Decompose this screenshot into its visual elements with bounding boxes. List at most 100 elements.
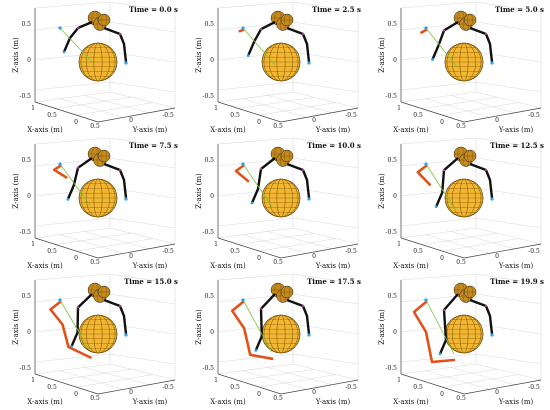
x-axis-line — [217, 101, 282, 123]
y-tick-label: 0.5 — [456, 259, 466, 266]
end-effector-left — [434, 205, 438, 208]
grid-line — [242, 98, 307, 118]
grid-line — [217, 217, 294, 227]
y-axis-label: Y-axis (m) — [498, 126, 534, 134]
target-sphere — [78, 178, 118, 218]
panel-3: 0.5 0 -0.5 1 0.5 0 0.5 0 -0.5 Z-axis (m) X-axis (m… — [366, 0, 549, 136]
z-axis-label: Z-axis (m) — [378, 309, 386, 345]
z-axis-label: Z-axis (m) — [378, 173, 386, 209]
grid-line — [55, 233, 132, 245]
y-tick-label: -0.5 — [528, 112, 540, 119]
grid-line — [425, 370, 490, 390]
end-effector-left — [62, 50, 66, 54]
grid-line — [238, 233, 315, 245]
left-arm-links — [254, 293, 276, 351]
grid-line — [109, 157, 176, 169]
tether-line — [425, 299, 455, 355]
x-tick-label: 1 — [31, 241, 35, 248]
x-tick-label: 0 — [440, 255, 444, 262]
joint-left — [443, 169, 445, 172]
left-arm-links — [70, 293, 93, 347]
grid-line — [109, 91, 176, 109]
start-point — [424, 162, 428, 166]
x-axis-line — [217, 373, 282, 395]
grid-line — [425, 98, 490, 118]
z-axis-label: Z-axis (m) — [12, 173, 20, 209]
grid-line — [34, 227, 111, 239]
joint-right — [485, 305, 487, 307]
panel-5: 0.5 0 -0.5 1 0.5 0 0.5 0 -0.5 Z-axis (m) X-axis (m… — [183, 136, 366, 272]
manipulator-left — [66, 157, 93, 201]
grid-line — [34, 137, 111, 145]
grid-line — [475, 217, 542, 229]
right-arm-links — [103, 162, 128, 199]
manipulator-right — [103, 26, 128, 65]
grid-line — [292, 51, 359, 63]
grid-line — [34, 217, 111, 227]
y-tick-label: 0 — [495, 389, 499, 396]
x-tick-label: 0.5 — [47, 112, 57, 119]
x-axis-label: X-axis (m) — [27, 262, 63, 270]
grid-line — [238, 97, 315, 109]
left-arm-links — [66, 157, 93, 200]
z-tick-label: -0.5 — [202, 365, 214, 372]
grid-line — [267, 231, 332, 250]
y-tick-label: 0.5 — [273, 395, 283, 402]
grid-line — [109, 1, 176, 13]
grid-line — [450, 95, 515, 114]
grid-line — [450, 367, 515, 386]
end-effector-right — [124, 333, 128, 337]
y-tick-label: 0.5 — [90, 259, 100, 266]
tether-line — [59, 27, 93, 63]
x-tick-label: 0 — [257, 391, 261, 398]
y-tick-label: 0 — [495, 117, 499, 124]
z-tick-label: 0 — [210, 193, 214, 200]
end-effector-right — [124, 197, 128, 201]
panel-plot: 0.50-0.510.500.50-0.5Z-axis (m)X-axis (m… — [378, 1, 544, 134]
z-tick-label: 0.5 — [387, 21, 397, 28]
x-tick-label: 0 — [257, 255, 261, 262]
grid-line — [292, 293, 359, 305]
y-axis-line — [97, 379, 176, 395]
left-arm-links — [247, 20, 276, 57]
y-axis-label: Y-axis (m) — [315, 398, 351, 406]
z-tick-label: 0 — [393, 193, 397, 200]
time-label: Time = 19.9 s — [490, 277, 544, 286]
grid-line — [400, 363, 477, 375]
z-tick-label: -0.5 — [19, 365, 31, 372]
joint-left — [77, 306, 79, 309]
x-tick-label: 0.5 — [47, 248, 57, 255]
y-axis-line — [463, 243, 542, 259]
left-arm-links — [431, 20, 459, 60]
x-tick-label: 1 — [397, 377, 401, 384]
grid-line — [259, 238, 336, 252]
y-tick-label: 0.5 — [273, 259, 283, 266]
tether-line — [425, 163, 456, 211]
x-axis-line — [400, 237, 465, 259]
axes-frame — [34, 273, 176, 395]
y-tick-label: -0.5 — [162, 248, 174, 255]
joint-right — [302, 305, 304, 307]
base-spheres — [453, 146, 477, 167]
z-tick-label: 0.5 — [204, 157, 214, 164]
x-axis-label: X-axis (m) — [210, 398, 246, 406]
y-tick-label: 0 — [312, 389, 316, 396]
grid-line — [475, 91, 542, 109]
end-effector-right — [490, 333, 494, 337]
target-sphere — [261, 42, 301, 82]
grid-line — [217, 1, 294, 9]
grid-line — [450, 231, 515, 250]
y-tick-label: -0.5 — [345, 112, 357, 119]
y-tick-label: -0.5 — [528, 384, 540, 391]
grid-line — [76, 374, 153, 388]
axes-frame — [34, 1, 176, 123]
trajectory-trail — [412, 300, 456, 364]
end-effector-left — [438, 352, 442, 356]
x-axis-label: X-axis (m) — [27, 398, 63, 406]
grid-line — [109, 81, 176, 93]
y-axis-line — [97, 243, 176, 259]
y-axis-label: Y-axis (m) — [498, 262, 534, 270]
panel-plot: 0.50-0.510.500.50-0.5Z-axis (m)X-axis (m… — [378, 137, 544, 270]
grid-line — [34, 81, 111, 91]
